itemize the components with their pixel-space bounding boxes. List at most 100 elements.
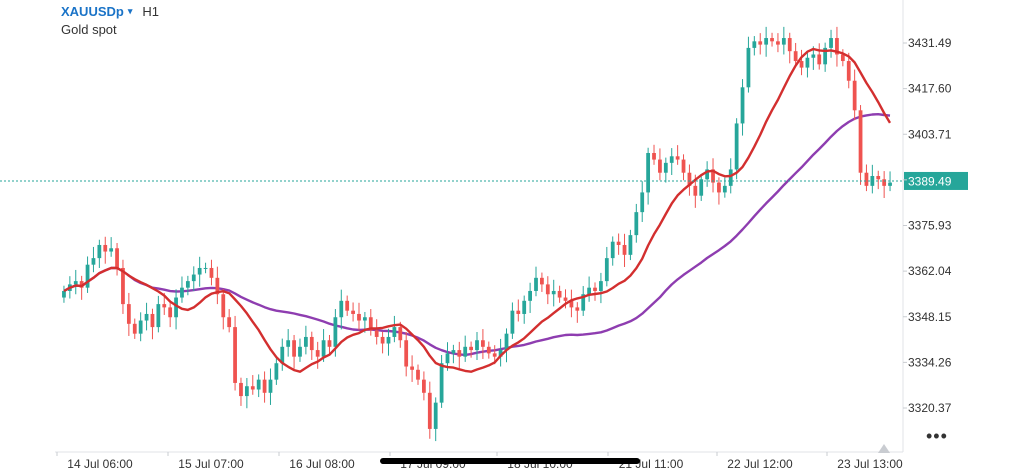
candle-body <box>97 244 102 259</box>
candle <box>534 266 538 297</box>
candle <box>852 69 857 121</box>
candle <box>115 243 119 276</box>
candle <box>327 334 332 355</box>
candle <box>776 33 780 53</box>
candle <box>398 321 403 348</box>
candle-body <box>433 402 438 429</box>
candle-body <box>492 353 497 357</box>
candles-layer <box>62 26 892 442</box>
candle <box>876 170 881 190</box>
current-price-label: 3389.49 <box>908 174 952 188</box>
candle-body <box>610 241 615 259</box>
candle <box>79 275 84 300</box>
candle-body <box>776 41 780 45</box>
candle <box>646 147 651 205</box>
candle-body <box>345 300 350 311</box>
candle-body <box>292 340 296 357</box>
candle <box>616 233 621 255</box>
candle <box>705 161 710 187</box>
candle <box>191 266 196 291</box>
candle <box>457 341 462 369</box>
candle <box>422 371 426 401</box>
candle-body <box>475 340 479 351</box>
candle-body <box>215 277 220 295</box>
candle <box>652 144 656 165</box>
candle-body <box>315 350 320 357</box>
candle-body <box>557 290 562 298</box>
candle-body <box>817 54 822 65</box>
candle <box>746 36 751 93</box>
candle <box>392 315 397 343</box>
candle-body <box>445 353 450 364</box>
candle-body <box>244 386 249 397</box>
candle <box>569 289 574 318</box>
y-tick-label: 3362.04 <box>908 264 952 278</box>
candle <box>528 282 532 313</box>
candle <box>97 239 102 268</box>
candle <box>309 331 314 360</box>
candle-body <box>575 307 580 311</box>
candle <box>799 49 804 76</box>
candle-body <box>333 317 338 347</box>
candle-body <box>362 317 367 321</box>
candle <box>846 52 851 89</box>
candle <box>734 118 739 180</box>
candle <box>150 308 155 340</box>
scroll-to-latest-icon[interactable] <box>878 444 890 453</box>
candle <box>174 289 178 330</box>
candle-body <box>191 274 196 282</box>
x-tick-label: 16 Jul 08:00 <box>289 457 355 471</box>
candle <box>752 36 757 56</box>
candle-body <box>321 340 326 357</box>
candle <box>498 338 503 367</box>
more-options-button[interactable]: ••• <box>926 426 948 446</box>
candle-body <box>781 38 786 45</box>
chevron-down-icon[interactable]: ▾ <box>127 6 133 16</box>
candle <box>404 332 409 377</box>
symbol-selector[interactable]: XAUUSDp ▾ H1 <box>61 4 159 19</box>
candle <box>121 259 125 314</box>
y-tick-label: 3320.37 <box>908 401 952 415</box>
candle-body <box>510 310 515 334</box>
candle <box>132 318 137 339</box>
candle-body <box>132 323 137 334</box>
candle <box>658 148 662 181</box>
candle <box>239 377 243 406</box>
candle-body <box>392 327 397 337</box>
x-tick-label: 14 Jul 06:00 <box>67 457 133 471</box>
candle <box>781 26 786 55</box>
timeframe-label[interactable]: H1 <box>142 4 159 19</box>
candle <box>156 295 161 333</box>
candle <box>103 236 108 264</box>
candle-body <box>858 110 863 173</box>
candle <box>345 295 350 316</box>
candle-body <box>274 363 279 380</box>
candle-body <box>604 258 609 282</box>
candle-body <box>256 379 261 390</box>
candle <box>339 289 344 330</box>
candle-body <box>846 61 851 81</box>
x-tick-label: 23 Jul 13:00 <box>837 457 903 471</box>
candle-body <box>380 336 385 344</box>
candle <box>545 276 550 305</box>
current-price-layer: 3389.49 <box>0 171 968 190</box>
candle <box>244 378 249 409</box>
x-axis[interactable]: 14 Jul 06:00 15 Jul 07:00 16 Jul 08:00 17 J… <box>56 452 903 471</box>
candle-body <box>628 235 633 255</box>
candle-body <box>599 281 603 291</box>
candle-body <box>239 382 243 397</box>
candle-body <box>770 38 774 42</box>
candle-body <box>581 294 586 311</box>
candle-body <box>728 169 733 186</box>
candle-body <box>764 38 769 45</box>
candle-body <box>675 156 680 160</box>
y-axis[interactable]: 3431.49 3417.60 3403.71 3375.93 3362.04 3348.… <box>903 36 952 415</box>
ma-slow-line <box>63 113 891 357</box>
candle <box>805 52 810 78</box>
candle-body <box>185 281 190 288</box>
candle <box>823 42 828 72</box>
symbol-name[interactable]: XAUUSDp <box>61 4 124 19</box>
candle-body <box>262 379 267 393</box>
candle <box>368 309 373 336</box>
